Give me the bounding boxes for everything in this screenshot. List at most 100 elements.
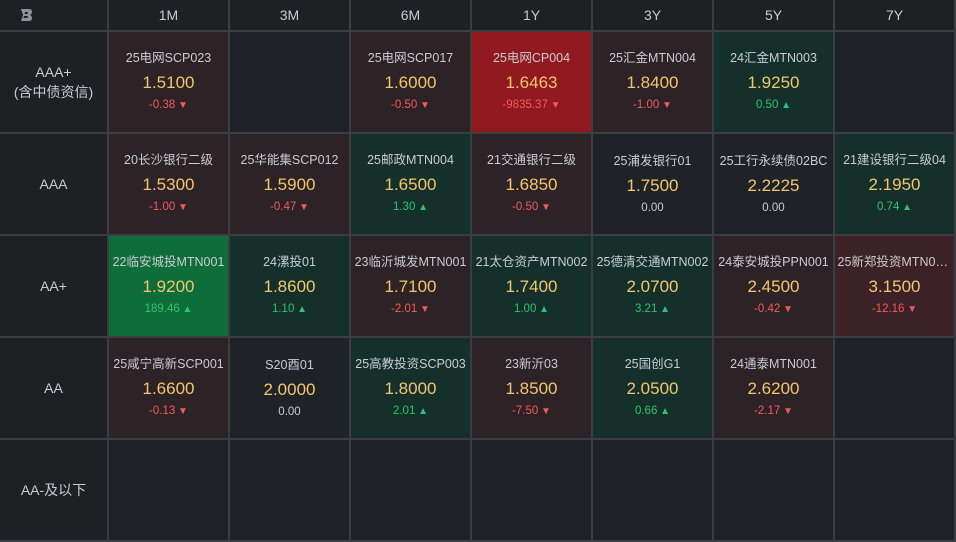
bond-change: -12.16 [872, 301, 917, 318]
rating-label: AA-及以下 [20, 482, 87, 498]
bond-name: 24通泰MTN001 [730, 357, 817, 371]
bond-cell[interactable]: 25德清交通MTN002 2.0700 3.21 [593, 236, 712, 336]
bond-yield: 1.7400 [505, 277, 558, 296]
bond-change: 0.50 [756, 97, 791, 114]
bond-yield: 1.8400 [626, 73, 679, 92]
bond-yield: 1.5900 [263, 175, 316, 194]
bond-cell[interactable]: 23新沂03 1.8500 -7.50 [472, 338, 591, 438]
bond-cell[interactable]: 25高教投资SCP003 1.8000 2.01 [351, 338, 470, 438]
bond-name: 25邮政MTN004 [367, 153, 454, 167]
bond-name: 25工行永续债02BC [719, 153, 828, 168]
rating-label: AA+ [40, 278, 67, 294]
bond-yield: 1.7100 [384, 277, 437, 296]
bond-name: 24漯投01 [263, 255, 316, 269]
bond-cell[interactable]: 24泰安城投PPN001 2.4500 -0.42 [714, 236, 833, 336]
bond-change: -0.50 [512, 199, 551, 216]
bond-name: 25电网SCP017 [367, 51, 454, 65]
column-header-3m[interactable]: 3M [230, 0, 349, 30]
bond-cell[interactable]: 25华能集SCP012 1.5900 -0.47 [230, 134, 349, 234]
row-header-3: AA [0, 338, 107, 438]
bond-name: 25电网SCP023 [125, 51, 212, 65]
bond-cell[interactable]: 25邮政MTN004 1.6500 1.30 [351, 134, 470, 234]
bond-change: 3.21 [635, 301, 670, 318]
bond-cell[interactable]: 25电网SCP023 1.5100 -0.38 [109, 32, 228, 132]
bond-name: 25华能集SCP012 [240, 153, 339, 167]
bond-cell[interactable]: 25浦发银行01 1.7500 0.00 [593, 134, 712, 234]
bond-change: -9835.37 [502, 97, 560, 114]
bond-change: -0.13 [149, 403, 188, 420]
empty-cell [835, 338, 954, 438]
column-header-6m[interactable]: 6M [351, 0, 470, 30]
bond-yield: 1.6850 [505, 175, 558, 194]
bond-cell[interactable]: 25国创G1 2.0500 0.66 [593, 338, 712, 438]
bond-name: 22临安城投MTN001 [112, 255, 225, 269]
row-header-1: AAA [0, 134, 107, 234]
bond-yield: 1.7500 [626, 175, 679, 195]
bond-yield: 2.2225 [747, 175, 800, 195]
bond-yield: 2.4500 [747, 277, 800, 296]
bond-cell[interactable]: 22临安城投MTN001 1.9200 189.46 [109, 236, 228, 336]
bond-cell[interactable]: 25电网CP004 1.6463 -9835.37 [472, 32, 591, 132]
bond-name: 25德清交通MTN002 [596, 255, 709, 269]
empty-cell [109, 440, 228, 540]
bond-yield: 1.8500 [505, 379, 558, 398]
bond-change: 0.00 [762, 201, 785, 214]
bond-name: 25电网CP004 [492, 51, 571, 65]
empty-cell [230, 32, 349, 132]
column-header-3y[interactable]: 3Y [593, 0, 712, 30]
bond-name: 21建设银行二级04 [843, 153, 946, 167]
bond-yield: 1.6463 [505, 73, 558, 92]
bond-yield: 3.1500 [868, 277, 921, 296]
bond-change: 0.74 [877, 199, 912, 216]
bond-cell[interactable]: 25汇金MTN004 1.8400 -1.00 [593, 32, 712, 132]
bond-cell[interactable]: S20酉01 2.0000 0.00 [230, 338, 349, 438]
bond-change: 189.46 [145, 301, 193, 318]
bond-cell[interactable]: 21建设银行二级04 2.1950 0.74 [835, 134, 954, 234]
bond-yield: 1.9200 [142, 277, 195, 296]
bond-name: 21交通银行二级 [487, 153, 576, 167]
bond-cell[interactable]: 21太仓资产MTN002 1.7400 1.00 [472, 236, 591, 336]
rating-sublabel: (含中债资信) [13, 84, 94, 100]
empty-cell [835, 440, 954, 540]
bond-change: 1.00 [514, 301, 549, 318]
bond-cell[interactable]: 24通泰MTN001 2.6200 -2.17 [714, 338, 833, 438]
bond-name: 23临沂城发MTN001 [354, 255, 467, 269]
empty-cell [835, 32, 954, 132]
column-header-1m[interactable]: 1M [109, 0, 228, 30]
bond-cell[interactable]: 23临沂城发MTN001 1.7100 -2.01 [351, 236, 470, 336]
bond-yield: 2.0000 [263, 379, 316, 399]
row-header-2: AA+ [0, 236, 107, 336]
bond-change: 0.00 [641, 201, 664, 214]
bond-change: -0.38 [149, 97, 188, 114]
bond-change: -0.50 [391, 97, 430, 114]
column-header-1y[interactable]: 1Y [472, 0, 591, 30]
bond-name: 25汇金MTN004 [609, 51, 696, 65]
bond-cell[interactable]: 25咸宁高新SCP001 1.6600 -0.13 [109, 338, 228, 438]
bond-name: S20酉01 [265, 357, 314, 372]
bond-yield: 1.5100 [142, 73, 195, 92]
bond-cell[interactable]: 21交通银行二级 1.6850 -0.50 [472, 134, 591, 234]
bond-name: 20长沙银行二级 [124, 153, 213, 167]
bond-cell[interactable]: 20长沙银行二级 1.5300 -1.00 [109, 134, 228, 234]
bond-cell[interactable]: 24汇金MTN003 1.9250 0.50 [714, 32, 833, 132]
bond-yield: 1.9250 [747, 73, 800, 92]
bond-change: -2.17 [754, 403, 793, 420]
bond-cell[interactable]: 25电网SCP017 1.6000 -0.50 [351, 32, 470, 132]
bond-change: 2.01 [393, 403, 428, 420]
bond-name: 23新沂03 [505, 357, 558, 371]
rating-label: AAA+ [35, 64, 72, 80]
bond-name: 24泰安城投PPN001 [718, 255, 829, 269]
bond-yield: 1.6600 [142, 379, 195, 398]
bond-cell[interactable]: 25新郑投资MTN00... 3.1500 -12.16 [835, 236, 954, 336]
row-header-4: AA-及以下 [0, 440, 107, 540]
column-header-7y[interactable]: 7Y [835, 0, 954, 30]
bond-change: -7.50 [512, 403, 551, 420]
bond-yield: 2.0700 [626, 277, 679, 296]
empty-cell [230, 440, 349, 540]
bond-cell[interactable]: 25工行永续债02BC 2.2225 0.00 [714, 134, 833, 234]
bond-name: 24汇金MTN003 [730, 51, 817, 65]
bond-cell[interactable]: 24漯投01 1.8600 1.10 [230, 236, 349, 336]
empty-cell [472, 440, 591, 540]
column-header-5y[interactable]: 5Y [714, 0, 833, 30]
